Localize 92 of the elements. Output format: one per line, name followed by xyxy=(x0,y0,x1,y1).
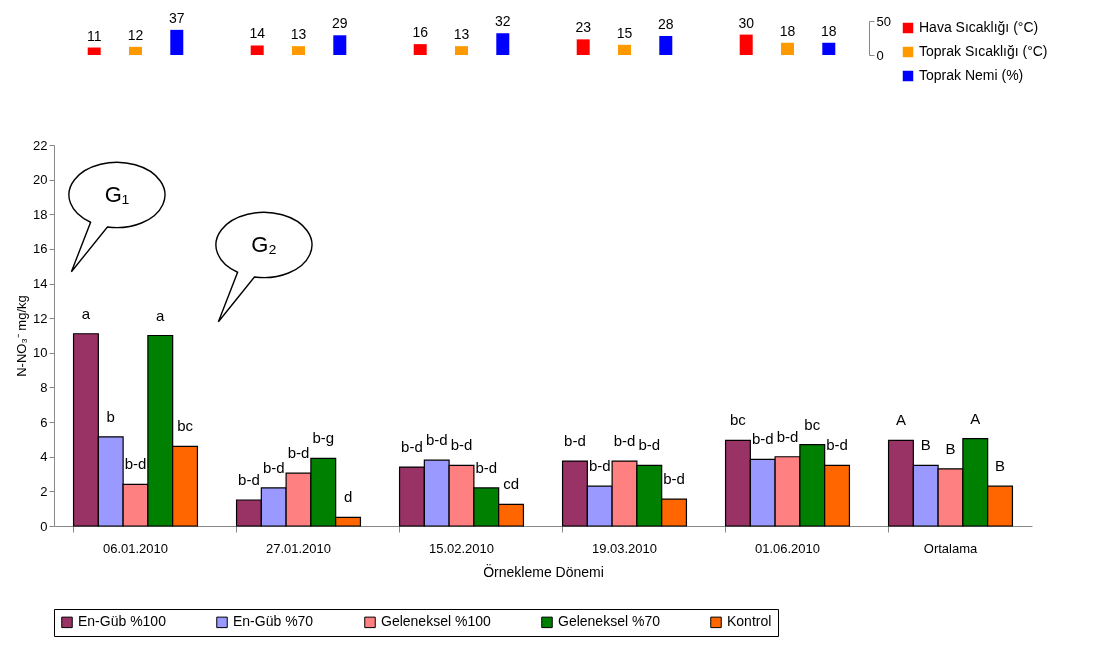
data-label: 29 xyxy=(332,15,348,32)
data-label: b-d xyxy=(638,436,661,454)
y-tick-label: 18 xyxy=(33,206,48,222)
data-label: 16 xyxy=(412,24,429,41)
data-label: 14 xyxy=(249,25,266,42)
data-label: 28 xyxy=(658,15,674,32)
bar xyxy=(292,46,305,55)
data-label: bc xyxy=(804,415,821,433)
legend-label: En-Güb %100 xyxy=(78,613,167,630)
x-tick-label: 27.01.2010 xyxy=(265,540,332,556)
data-label: 30 xyxy=(738,14,755,31)
y-tick-label: 16 xyxy=(33,241,48,257)
legend-label: Geleneksel %100 xyxy=(381,613,491,630)
x-tick-label: 06.01.2010 xyxy=(102,540,169,556)
data-label: b-d xyxy=(475,458,498,476)
data-label: 23 xyxy=(575,19,592,36)
data-label: b xyxy=(106,407,115,425)
legend-label: Hava Sıcaklığı (°C) xyxy=(919,19,1039,35)
bar xyxy=(333,35,347,55)
data-label: b-d xyxy=(238,471,260,489)
data-label: b-d xyxy=(663,470,685,488)
y-axis-title: N-NO₃⁻ mg/kg xyxy=(14,295,30,377)
data-label: b-d xyxy=(751,430,774,448)
legend-label: En-Güb %70 xyxy=(233,613,314,630)
bar xyxy=(413,44,427,55)
data-label: b-g xyxy=(312,429,335,447)
data-label: a xyxy=(156,306,166,324)
data-label: B xyxy=(920,436,931,454)
x-tick-label: Ortalama xyxy=(923,540,978,556)
y-tick-label: 2 xyxy=(40,483,48,499)
legend-label: Toprak Sıcaklığı (°C) xyxy=(919,43,1048,59)
y-tick-label: 20 xyxy=(33,172,48,188)
data-label: bc xyxy=(730,411,747,429)
x-tick-label: 15.02.2010 xyxy=(428,540,495,556)
data-label: 15 xyxy=(616,24,633,41)
bar xyxy=(455,46,468,55)
data-label: 18 xyxy=(779,22,796,39)
data-label: 37 xyxy=(169,9,185,26)
data-label: b-d xyxy=(124,455,147,473)
bar xyxy=(659,35,673,55)
x-tick-label: 19.03.2010 xyxy=(591,540,658,556)
legend-label: Toprak Nemi (%) xyxy=(919,67,1024,83)
bar xyxy=(250,45,264,55)
bar xyxy=(618,44,631,55)
data-label: A xyxy=(970,409,981,427)
x-tick-label: 01.06.2010 xyxy=(754,540,821,556)
data-label: A xyxy=(895,411,906,429)
legend-label: Kontrol xyxy=(727,613,772,630)
annotation: G₁ xyxy=(104,182,130,207)
data-label: 13 xyxy=(290,26,307,43)
data-label: b-d xyxy=(287,444,310,462)
bar xyxy=(129,46,142,55)
y-tick-label: 6 xyxy=(40,414,48,430)
data-label: bc xyxy=(177,417,194,435)
data-label: cd xyxy=(503,475,519,493)
legend-label: Geleneksel %70 xyxy=(558,613,661,630)
data-label: b-d xyxy=(826,436,848,454)
y-tick-label: 8 xyxy=(40,379,48,395)
bar xyxy=(170,29,184,55)
y-tick-label: 22 xyxy=(33,137,48,153)
bar xyxy=(87,47,101,55)
y-tick-label: 4 xyxy=(40,449,48,465)
data-label: b-d xyxy=(588,457,611,475)
y-tick-label: 0 xyxy=(40,518,48,534)
data-label: 18 xyxy=(821,22,837,39)
y-tick-label: 12 xyxy=(33,310,48,326)
data-label: B xyxy=(995,457,1006,475)
y-tick-label: 0 xyxy=(876,47,884,63)
y-tick-label: 50 xyxy=(876,13,891,29)
y-tick-label: 10 xyxy=(33,345,48,361)
y-tick-label: 14 xyxy=(33,276,48,292)
data-label: b-d xyxy=(401,438,423,456)
data-label: 32 xyxy=(495,13,511,30)
data-label: 11 xyxy=(86,27,102,44)
bar xyxy=(739,34,753,55)
data-label: a xyxy=(81,304,91,322)
bar xyxy=(822,42,836,55)
data-label: d xyxy=(343,488,353,506)
bar xyxy=(576,39,590,55)
data-label: 12 xyxy=(127,26,144,43)
x-axis-title: Örnekleme Dönemi xyxy=(483,562,604,580)
data-label: b-d xyxy=(776,427,799,445)
data-label: b-d xyxy=(564,432,586,450)
bar xyxy=(781,42,794,55)
data-label: B xyxy=(945,439,956,457)
bar xyxy=(496,33,510,55)
data-label: 13 xyxy=(453,26,470,43)
data-label: b-d xyxy=(450,436,473,454)
data-label: b-d xyxy=(613,432,636,450)
annotation: G₂ xyxy=(251,232,277,257)
data-label: b-d xyxy=(425,431,448,449)
data-label: b-d xyxy=(262,458,285,476)
